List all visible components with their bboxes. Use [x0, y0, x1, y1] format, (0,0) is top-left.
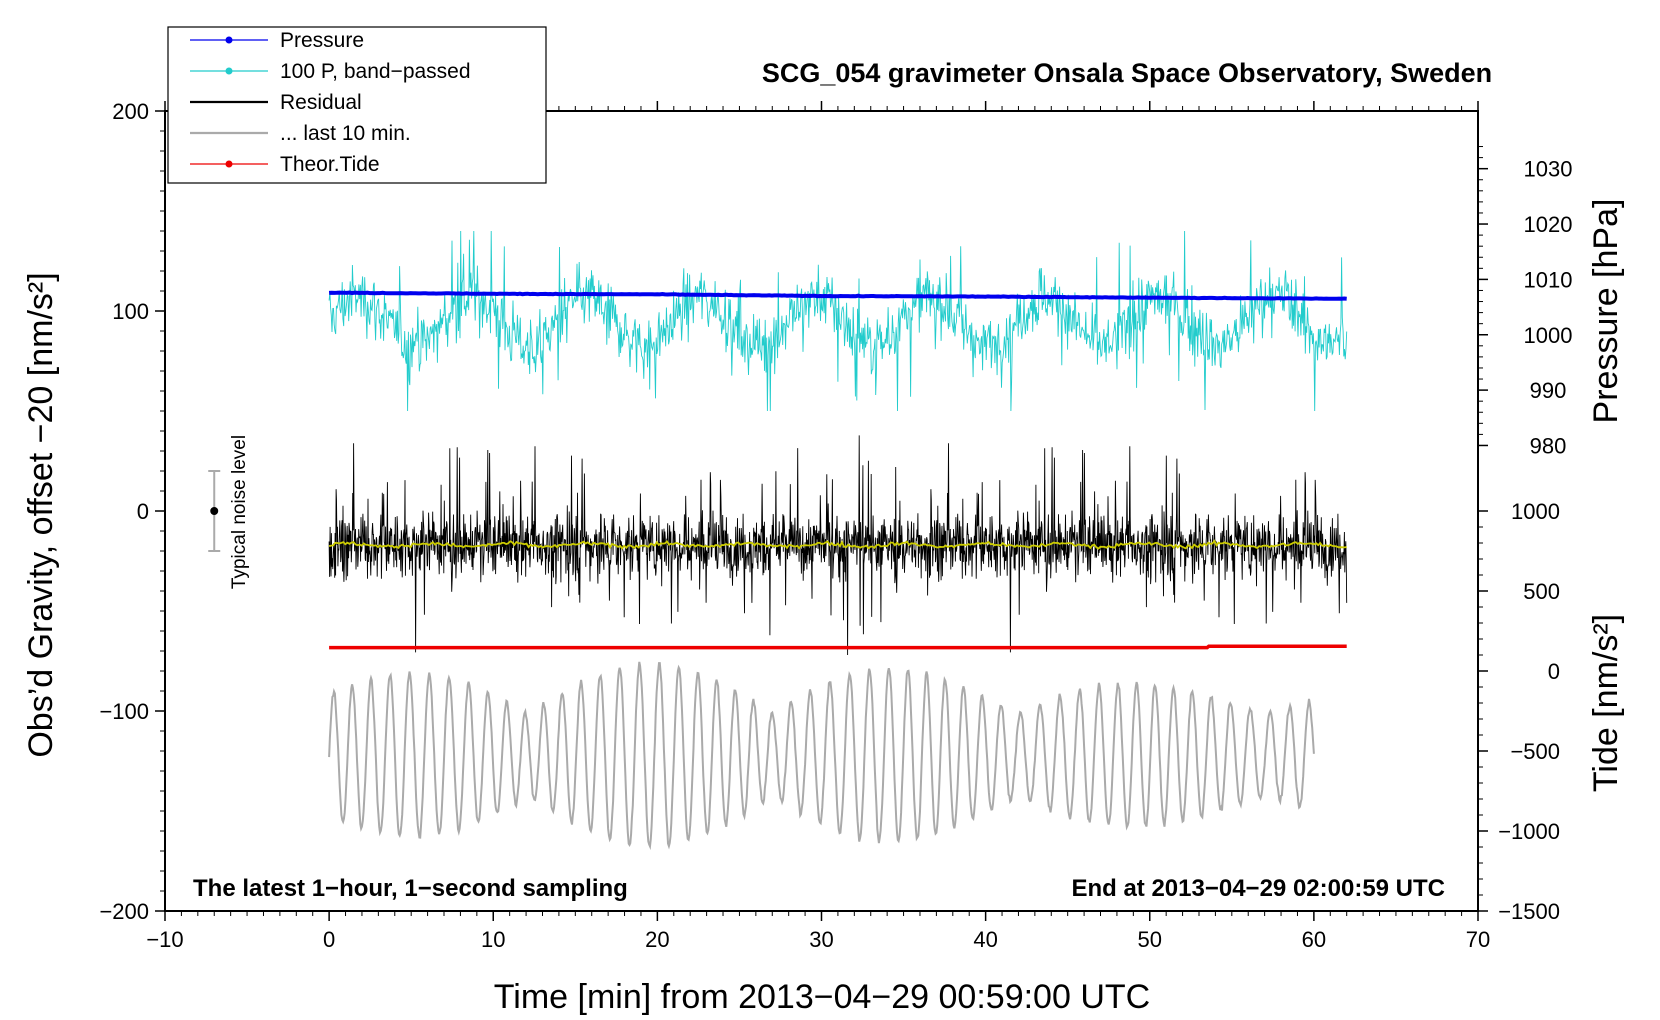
- x-axis-ticks: −10 0 10 20 30 40 50 60 70: [146, 101, 1490, 952]
- x-tick-label: 40: [973, 927, 997, 952]
- series-line-residual: [328, 435, 1348, 656]
- pressure-axis-label: Pressure [hPa]: [1587, 199, 1625, 424]
- pressure-tick-label: 1010: [1524, 267, 1573, 292]
- x-tick-label: 20: [645, 927, 669, 952]
- y-left-tick-label: −200: [99, 899, 149, 924]
- legend-swatch-marker: [225, 36, 233, 44]
- noise-level-indicator: [208, 470, 221, 552]
- y-left-axis-ticks: −200 −100 0 100 200: [99, 99, 165, 924]
- series-line-residual-smoothed: [328, 539, 1347, 550]
- legend-swatch-marker: [225, 67, 233, 75]
- tide-tick-label: −1500: [1498, 899, 1560, 924]
- tide-tick-label: −1000: [1498, 819, 1560, 844]
- legend-label: 100 P, band−passed: [280, 60, 471, 83]
- legend-label: Residual: [280, 91, 362, 114]
- series-line-theoretical-tide: [329, 644, 1347, 650]
- x-tick-label: −10: [146, 927, 183, 952]
- x-tick-label: 60: [1302, 927, 1326, 952]
- x-tick-label: 70: [1466, 927, 1490, 952]
- series-line-last-10-min: [328, 661, 1315, 851]
- annotation-bottom-right: End at 2013−04−29 02:00:59 UTC: [1071, 875, 1445, 902]
- chart-title: SCG_054 gravimeter Onsala Space Observat…: [762, 58, 1492, 88]
- tide-tick-label: 0: [1548, 659, 1560, 684]
- annotation-bottom-left: The latest 1−hour, 1−second sampling: [193, 875, 628, 902]
- legend-label: Pressure: [280, 29, 364, 52]
- y-left-tick-label: 200: [112, 99, 149, 124]
- pressure-axis-ticks: 980 990 1000 1010 1020 1030: [1478, 146, 1573, 458]
- x-axis-label: Time [min] from 2013−04−29 00:59:00 UTC: [494, 978, 1150, 1016]
- y-left-tick-label: 100: [112, 299, 149, 324]
- tide-tick-label: 500: [1523, 579, 1560, 604]
- pressure-tick-label: 1020: [1524, 212, 1573, 237]
- legend-swatch-marker: [225, 160, 233, 168]
- legend-label: Theor.Tide: [280, 153, 380, 176]
- y-left-axis-label: Obs’d Gravity, offset −20 [nm/s²]: [22, 272, 60, 757]
- noise-center-dot: [210, 507, 219, 515]
- series-line-pressure: [328, 290, 1347, 301]
- tide-tick-label: 1000: [1511, 499, 1560, 524]
- pressure-tick-label: 990: [1530, 378, 1567, 403]
- tide-axis-ticks: −1500 −1000 −500 0 500 1000: [1478, 499, 1560, 924]
- legend-box: [167, 26, 547, 184]
- x-tick-label: 50: [1138, 927, 1162, 952]
- tide-axis-label: Tide [nm/s²]: [1587, 614, 1625, 792]
- series-layer: [328, 230, 1348, 851]
- y-left-tick-label: 0: [137, 499, 149, 524]
- x-tick-label: 10: [481, 927, 505, 952]
- y-left-tick-label: −100: [99, 699, 149, 724]
- pressure-tick-label: 1030: [1524, 157, 1573, 182]
- pressure-tick-label: 980: [1530, 433, 1567, 458]
- legend-label: ... last 10 min.: [280, 122, 411, 145]
- pressure-tick-label: 1000: [1524, 323, 1573, 348]
- noise-level-label: Typical noise level: [229, 435, 250, 589]
- x-tick-label: 30: [809, 927, 833, 952]
- x-tick-label: 0: [323, 927, 335, 952]
- legend: Pressure 100 P, band−passed Residual ... la…: [167, 26, 547, 184]
- tide-tick-label: −500: [1510, 739, 1560, 764]
- series-line-bandpassed-pressure: [328, 230, 1348, 412]
